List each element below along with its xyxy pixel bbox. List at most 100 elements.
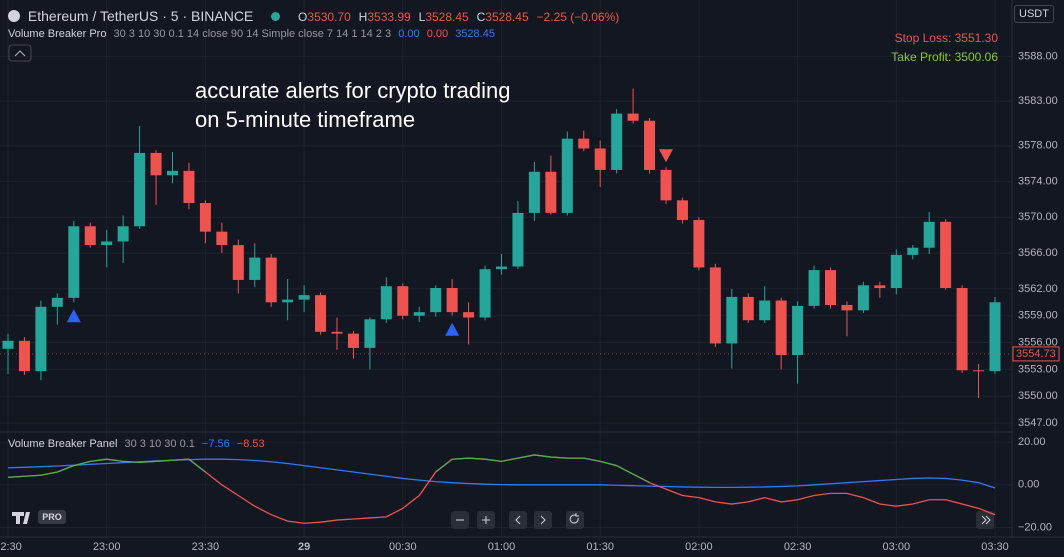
candle-body bbox=[265, 257, 277, 303]
candle-body bbox=[775, 300, 787, 356]
candle-body bbox=[463, 312, 475, 318]
panel-value: −8.53 bbox=[236, 438, 265, 450]
candle-body bbox=[611, 113, 623, 170]
buy-signal bbox=[445, 322, 460, 336]
candle-body bbox=[907, 247, 919, 255]
y-tick-label: 3588.00 bbox=[1018, 50, 1058, 62]
scroll-left[interactable] bbox=[509, 511, 527, 529]
candle-body bbox=[660, 169, 672, 201]
candle-body bbox=[84, 226, 96, 246]
candle-body bbox=[956, 288, 968, 371]
candle-body bbox=[561, 138, 573, 213]
y-tick-label: 3566.00 bbox=[1018, 247, 1058, 259]
last-price-box bbox=[1012, 346, 1060, 362]
candle-body bbox=[973, 370, 985, 372]
candle-body bbox=[331, 331, 343, 334]
candle-body bbox=[676, 200, 688, 221]
candle-body bbox=[249, 257, 261, 280]
reset[interactable] bbox=[566, 511, 584, 529]
candle-body bbox=[117, 226, 129, 242]
candle-body bbox=[35, 306, 47, 372]
collapse-button[interactable] bbox=[8, 44, 32, 62]
candle-body bbox=[150, 152, 162, 176]
scroll-end[interactable] bbox=[976, 511, 994, 529]
y-tick-label: 3553.00 bbox=[1018, 363, 1058, 375]
candle-body bbox=[857, 285, 869, 311]
scroll-right[interactable] bbox=[534, 511, 552, 529]
indicator-name: Volume Breaker Pro bbox=[8, 28, 107, 40]
candle-body bbox=[68, 226, 80, 298]
header: Ethereum / TetherUS · 5 · BINANCE O3530.… bbox=[8, 8, 623, 24]
candle-body bbox=[693, 220, 705, 268]
candle-body bbox=[627, 113, 639, 121]
candle-body bbox=[216, 231, 228, 246]
panel-line-above bbox=[7, 458, 206, 479]
candle-body bbox=[413, 312, 425, 316]
sell-signal bbox=[659, 149, 673, 163]
x-tick-label: 29 bbox=[298, 541, 310, 553]
x-tick-label: 22:30 bbox=[0, 541, 22, 553]
indicator-value: 0.00 bbox=[426, 28, 449, 40]
candle-body bbox=[578, 138, 590, 149]
candle-body bbox=[709, 267, 721, 344]
open: 3530.70 bbox=[307, 10, 351, 24]
candle-body bbox=[282, 299, 294, 303]
candle-body bbox=[512, 212, 524, 267]
y-tick-label: 0.00 bbox=[1018, 479, 1039, 491]
y-tick-label: −20.00 bbox=[1018, 521, 1052, 533]
logo-badge: PRO bbox=[42, 512, 62, 522]
x-tick-label: 03:00 bbox=[883, 541, 911, 553]
change: −2.25 (−0.06%) bbox=[536, 10, 620, 24]
candle-body bbox=[298, 295, 310, 300]
symbol-icon bbox=[8, 10, 20, 22]
o-label: O bbox=[298, 10, 308, 24]
candle-body bbox=[315, 295, 327, 332]
candle-body bbox=[496, 266, 507, 270]
x-tick-label: 01:00 bbox=[488, 541, 516, 553]
h-label: H bbox=[358, 10, 368, 24]
panel-value: −7.56 bbox=[201, 438, 230, 450]
low: 3528.45 bbox=[425, 10, 469, 24]
candle-body bbox=[874, 285, 886, 288]
candle-body bbox=[940, 221, 952, 288]
currency-button[interactable]: USDT bbox=[1014, 5, 1054, 23]
candle-body bbox=[18, 340, 30, 372]
candle-body bbox=[825, 270, 836, 305]
stop-loss: Stop Loss: 3551.30 bbox=[895, 31, 999, 45]
y-tick-label: 3556.00 bbox=[1018, 336, 1058, 348]
y-tick-label: 3559.00 bbox=[1018, 310, 1058, 322]
buy-signal bbox=[66, 309, 81, 323]
candle-body bbox=[101, 241, 113, 246]
candle-body bbox=[2, 340, 14, 349]
candle-body bbox=[199, 203, 211, 232]
collapse-icon bbox=[14, 50, 26, 57]
y-tick-label: 3570.00 bbox=[1018, 211, 1058, 223]
l-label: L bbox=[418, 10, 426, 24]
c-label: C bbox=[476, 10, 486, 24]
x-tick-label: 01:30 bbox=[586, 541, 614, 553]
panel-legend: Volume Breaker Panel 30 3 10 30 0.1 −7.5… bbox=[8, 438, 269, 450]
x-tick-label: 02:30 bbox=[784, 541, 812, 553]
candle-body bbox=[792, 305, 804, 356]
y-tick-label: 3547.00 bbox=[1018, 417, 1058, 429]
take-profit: Take Profit: 3500.06 bbox=[891, 50, 998, 64]
candle-body bbox=[742, 296, 754, 321]
y-tick-label: 3578.00 bbox=[1018, 140, 1058, 152]
indicator-value: 0.00 bbox=[398, 28, 420, 40]
indicator-value: 3528.45 bbox=[455, 28, 495, 40]
candle-body bbox=[644, 120, 656, 170]
status-dot bbox=[271, 12, 281, 21]
candle-body bbox=[528, 171, 540, 213]
x-tick-label: 23:30 bbox=[192, 541, 220, 553]
candle-body bbox=[594, 148, 606, 170]
annotation: accurate alerts for crypto trading bbox=[195, 78, 510, 103]
x-tick-label: 00:30 bbox=[389, 541, 417, 553]
close: 3528.45 bbox=[485, 10, 529, 24]
candle-body bbox=[364, 319, 376, 348]
candle-body bbox=[430, 288, 442, 313]
candle-body bbox=[890, 254, 902, 288]
x-tick-label: 23:00 bbox=[93, 541, 121, 553]
candle-body bbox=[808, 270, 820, 306]
